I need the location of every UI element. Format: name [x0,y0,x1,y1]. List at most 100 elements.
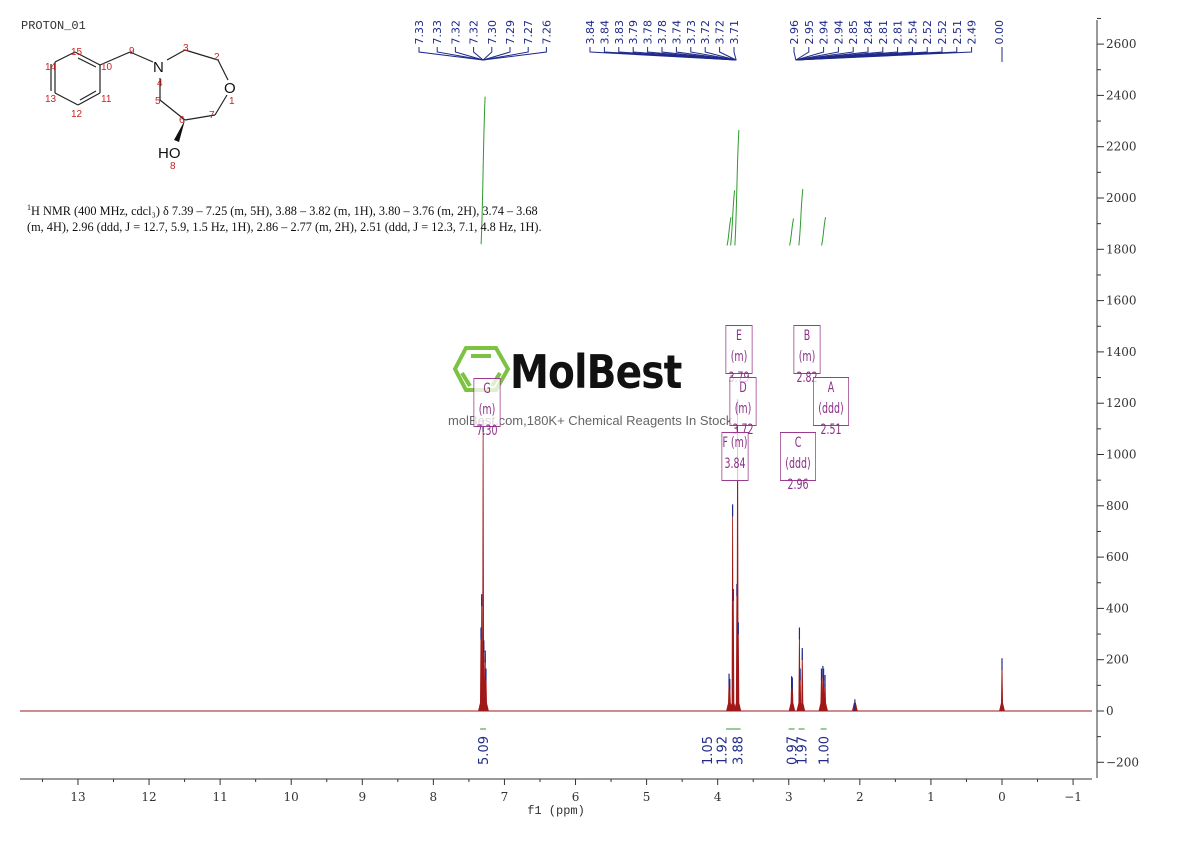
svg-text:3.72: 3.72 [699,20,712,45]
svg-text:3.74: 3.74 [670,20,683,45]
peak-pick-labels: 7.33 7.33 7.32 7.32 7.30 7.29 7.27 7.26 3.84 3.84… [413,20,1006,62]
svg-text:12: 12 [71,109,83,120]
svg-text:1: 1 [229,96,235,107]
svg-text:2.54: 2.54 [906,20,919,45]
svg-text:f1 (ppm): f1 (ppm) [527,804,585,818]
x-axis: 13 12 11 10 9 8 7 6 5 4 3 2 1 0 −1f1 (ppm) [20,778,1092,818]
svg-text:1.97: 1.97 [796,736,811,765]
svg-text:1800: 1800 [1106,242,1137,256]
multiplet-box-d: D (m) 3.72 [729,377,757,438]
svg-text:3: 3 [785,790,793,804]
svg-text:800: 800 [1106,499,1129,513]
integral-curves [480,96,827,246]
svg-text:5: 5 [643,790,651,804]
svg-text:2400: 2400 [1106,88,1137,102]
nmr-description-line2: (m, 4H), 2.96 (ddd, J = 12.7, 5.9, 1.5 H… [27,220,542,235]
multiplet-box-c: C (ddd) 2.96 [780,432,816,493]
svg-text:2200: 2200 [1106,140,1137,154]
svg-text:0.97: 0.97 [786,736,801,765]
svg-text:2.81: 2.81 [892,20,905,45]
spectrum-trace [478,399,1005,712]
svg-text:8: 8 [430,790,438,804]
multiplet-box-b: B (m) 2.82 [793,325,821,386]
y-axis: −200 0 200 400 600 800 1000 1200 1400 1600 1800 200… [1096,17,1139,778]
svg-text:3.84: 3.84 [584,20,597,45]
svg-text:1400: 1400 [1106,345,1137,359]
svg-text:13: 13 [45,94,57,105]
svg-text:2000: 2000 [1106,191,1137,205]
svg-text:6: 6 [179,115,185,126]
svg-text:6: 6 [572,790,580,804]
watermark-brand: MolBest [510,345,682,399]
svg-text:3.79: 3.79 [627,20,640,45]
svg-text:1.00: 1.00 [818,736,833,765]
svg-text:1600: 1600 [1106,294,1137,308]
svg-text:2.81: 2.81 [877,20,890,45]
svg-text:7: 7 [501,790,509,804]
svg-text:7: 7 [209,110,215,121]
svg-text:2.95: 2.95 [803,20,816,45]
svg-text:400: 400 [1106,601,1129,615]
svg-text:2: 2 [856,790,864,804]
wedge-bond [174,120,185,142]
svg-text:3.73: 3.73 [685,20,698,45]
svg-text:2.96: 2.96 [788,20,801,45]
svg-text:9: 9 [129,46,135,57]
watermark-tagline: molBest.com,180K+ Chemical Reagents In S… [448,413,733,428]
svg-text:1.92: 1.92 [715,736,730,765]
nmr-description-line1: 1H NMR (400 MHz, cdcl₃) δ 7.39 – 7.25 (m… [27,203,538,219]
multiplet-box-a: A (ddd) 2.51 [813,377,849,438]
svg-text:3.88: 3.88 [732,736,747,765]
svg-text:3.84: 3.84 [598,20,611,45]
atom-n: N [153,59,164,76]
svg-text:0.00: 0.00 [993,20,1006,45]
svg-text:4: 4 [714,790,722,804]
svg-text:2.94: 2.94 [832,20,845,45]
svg-text:7.33: 7.33 [431,20,444,45]
svg-text:600: 600 [1106,550,1129,564]
svg-text:2.52: 2.52 [936,20,949,45]
svg-text:0: 0 [1106,704,1114,718]
svg-text:2600: 2600 [1106,37,1137,51]
svg-text:7.29: 7.29 [504,20,517,45]
svg-text:2: 2 [214,52,220,63]
multiplet-box-f: F (m) 3.84 [721,432,749,481]
svg-text:11: 11 [212,790,227,804]
svg-text:−1: −1 [1064,790,1082,804]
svg-text:1.05: 1.05 [701,736,716,765]
molecule-structure [50,49,229,121]
svg-text:7.32: 7.32 [468,20,481,45]
svg-text:0: 0 [998,790,1006,804]
atom-o: O [224,80,236,97]
svg-text:1000: 1000 [1106,448,1137,462]
svg-text:10: 10 [101,62,113,73]
svg-text:4: 4 [157,78,163,89]
svg-text:9: 9 [358,790,366,804]
svg-text:2.51: 2.51 [951,20,964,45]
svg-text:3: 3 [183,43,189,54]
svg-text:13: 13 [70,790,85,804]
svg-text:2.52: 2.52 [921,20,934,45]
multiplet-box-g: G (m) 7.30 [473,378,501,439]
integral-labels: 5.09 1.05 1.92 3.88 0.971.97 1.00 [477,728,833,765]
svg-text:2.49: 2.49 [966,20,979,45]
svg-text:2.84: 2.84 [862,20,875,45]
svg-text:12: 12 [141,790,156,804]
svg-text:5.09: 5.09 [477,736,492,765]
svg-text:11: 11 [101,94,112,105]
svg-text:7.33: 7.33 [413,20,426,45]
svg-text:7.30: 7.30 [486,20,499,45]
svg-text:2.94: 2.94 [818,20,831,45]
svg-text:1200: 1200 [1106,396,1137,410]
svg-text:15: 15 [71,47,83,58]
svg-text:7.32: 7.32 [449,20,462,45]
nmr-description: 1H NMR (400 MHz, cdcl₃) δ 7.39 – 7.25 (m… [27,200,587,235]
svg-text:3.78: 3.78 [642,20,655,45]
svg-text:2.85: 2.85 [847,20,860,45]
svg-text:3.71: 3.71 [728,20,741,45]
spectrum-title: PROTON_01 [21,19,86,33]
svg-text:7.27: 7.27 [522,20,535,45]
svg-text:3.72: 3.72 [714,20,727,45]
